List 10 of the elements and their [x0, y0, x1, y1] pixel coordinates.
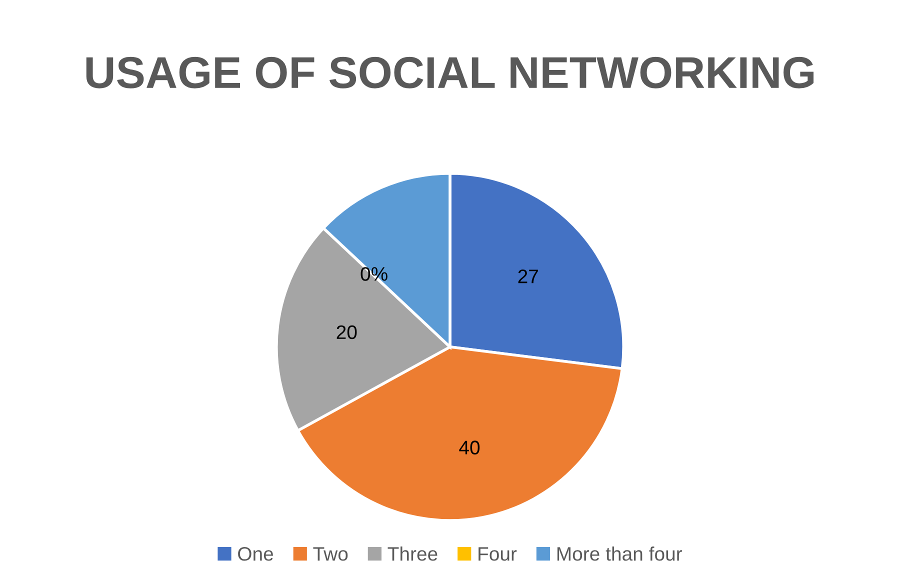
legend-label: Two: [313, 547, 348, 561]
text: 0%: [360, 267, 388, 281]
data-label: 40: [459, 440, 480, 454]
legend-label: More than four: [557, 546, 682, 561]
legend-label: Three: [388, 546, 438, 561]
legend-label: One: [238, 547, 274, 561]
legend-label: Four: [478, 547, 517, 561]
chart-title: USAGE OF SOCIAL NETWORKING: [86, 56, 814, 88]
data-label: 20: [336, 325, 357, 340]
data-label: 27: [518, 269, 538, 284]
